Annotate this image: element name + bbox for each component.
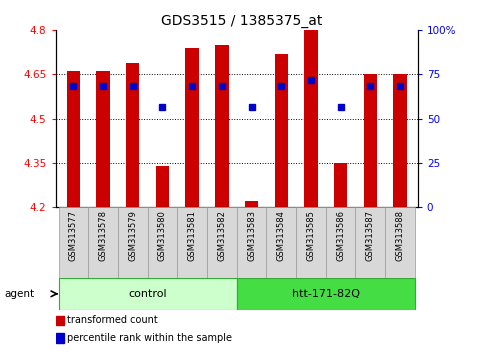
Bar bbox=[148, 207, 177, 278]
Text: GSM313580: GSM313580 bbox=[158, 210, 167, 261]
Text: GDS3515 / 1385375_at: GDS3515 / 1385375_at bbox=[161, 14, 322, 28]
Bar bbox=[56, 315, 64, 325]
Bar bbox=[156, 166, 169, 207]
Bar bbox=[237, 278, 415, 310]
Text: GSM313582: GSM313582 bbox=[217, 210, 227, 261]
Bar bbox=[58, 207, 88, 278]
Bar bbox=[185, 48, 199, 207]
Text: percentile rank within the sample: percentile rank within the sample bbox=[67, 333, 232, 343]
Text: GSM313579: GSM313579 bbox=[128, 210, 137, 261]
Bar bbox=[118, 207, 148, 278]
Bar bbox=[364, 74, 377, 207]
Bar bbox=[56, 333, 64, 343]
Bar bbox=[296, 207, 326, 278]
Text: GSM313584: GSM313584 bbox=[277, 210, 286, 261]
Bar bbox=[237, 207, 266, 278]
Text: GSM313585: GSM313585 bbox=[306, 210, 315, 261]
Text: GSM313586: GSM313586 bbox=[336, 210, 345, 261]
Bar bbox=[266, 207, 296, 278]
Bar bbox=[207, 207, 237, 278]
Bar bbox=[97, 72, 110, 207]
Bar bbox=[334, 163, 347, 207]
Text: GSM313581: GSM313581 bbox=[187, 210, 197, 261]
Bar bbox=[274, 54, 288, 207]
Text: GSM313583: GSM313583 bbox=[247, 210, 256, 261]
Text: htt-171-82Q: htt-171-82Q bbox=[292, 289, 360, 299]
Bar bbox=[326, 207, 355, 278]
Bar bbox=[355, 207, 385, 278]
Bar bbox=[67, 72, 80, 207]
Bar bbox=[245, 201, 258, 207]
Text: GSM313588: GSM313588 bbox=[396, 210, 404, 261]
Bar bbox=[126, 63, 140, 207]
Text: control: control bbox=[128, 289, 167, 299]
Bar bbox=[385, 207, 415, 278]
Bar bbox=[58, 278, 237, 310]
Text: transformed count: transformed count bbox=[67, 315, 158, 325]
Bar bbox=[393, 74, 407, 207]
Bar bbox=[215, 45, 228, 207]
Bar bbox=[88, 207, 118, 278]
Text: agent: agent bbox=[5, 289, 35, 299]
Text: GSM313578: GSM313578 bbox=[99, 210, 108, 261]
Bar bbox=[177, 207, 207, 278]
Text: GSM313587: GSM313587 bbox=[366, 210, 375, 261]
Text: GSM313577: GSM313577 bbox=[69, 210, 78, 261]
Bar bbox=[304, 30, 318, 207]
